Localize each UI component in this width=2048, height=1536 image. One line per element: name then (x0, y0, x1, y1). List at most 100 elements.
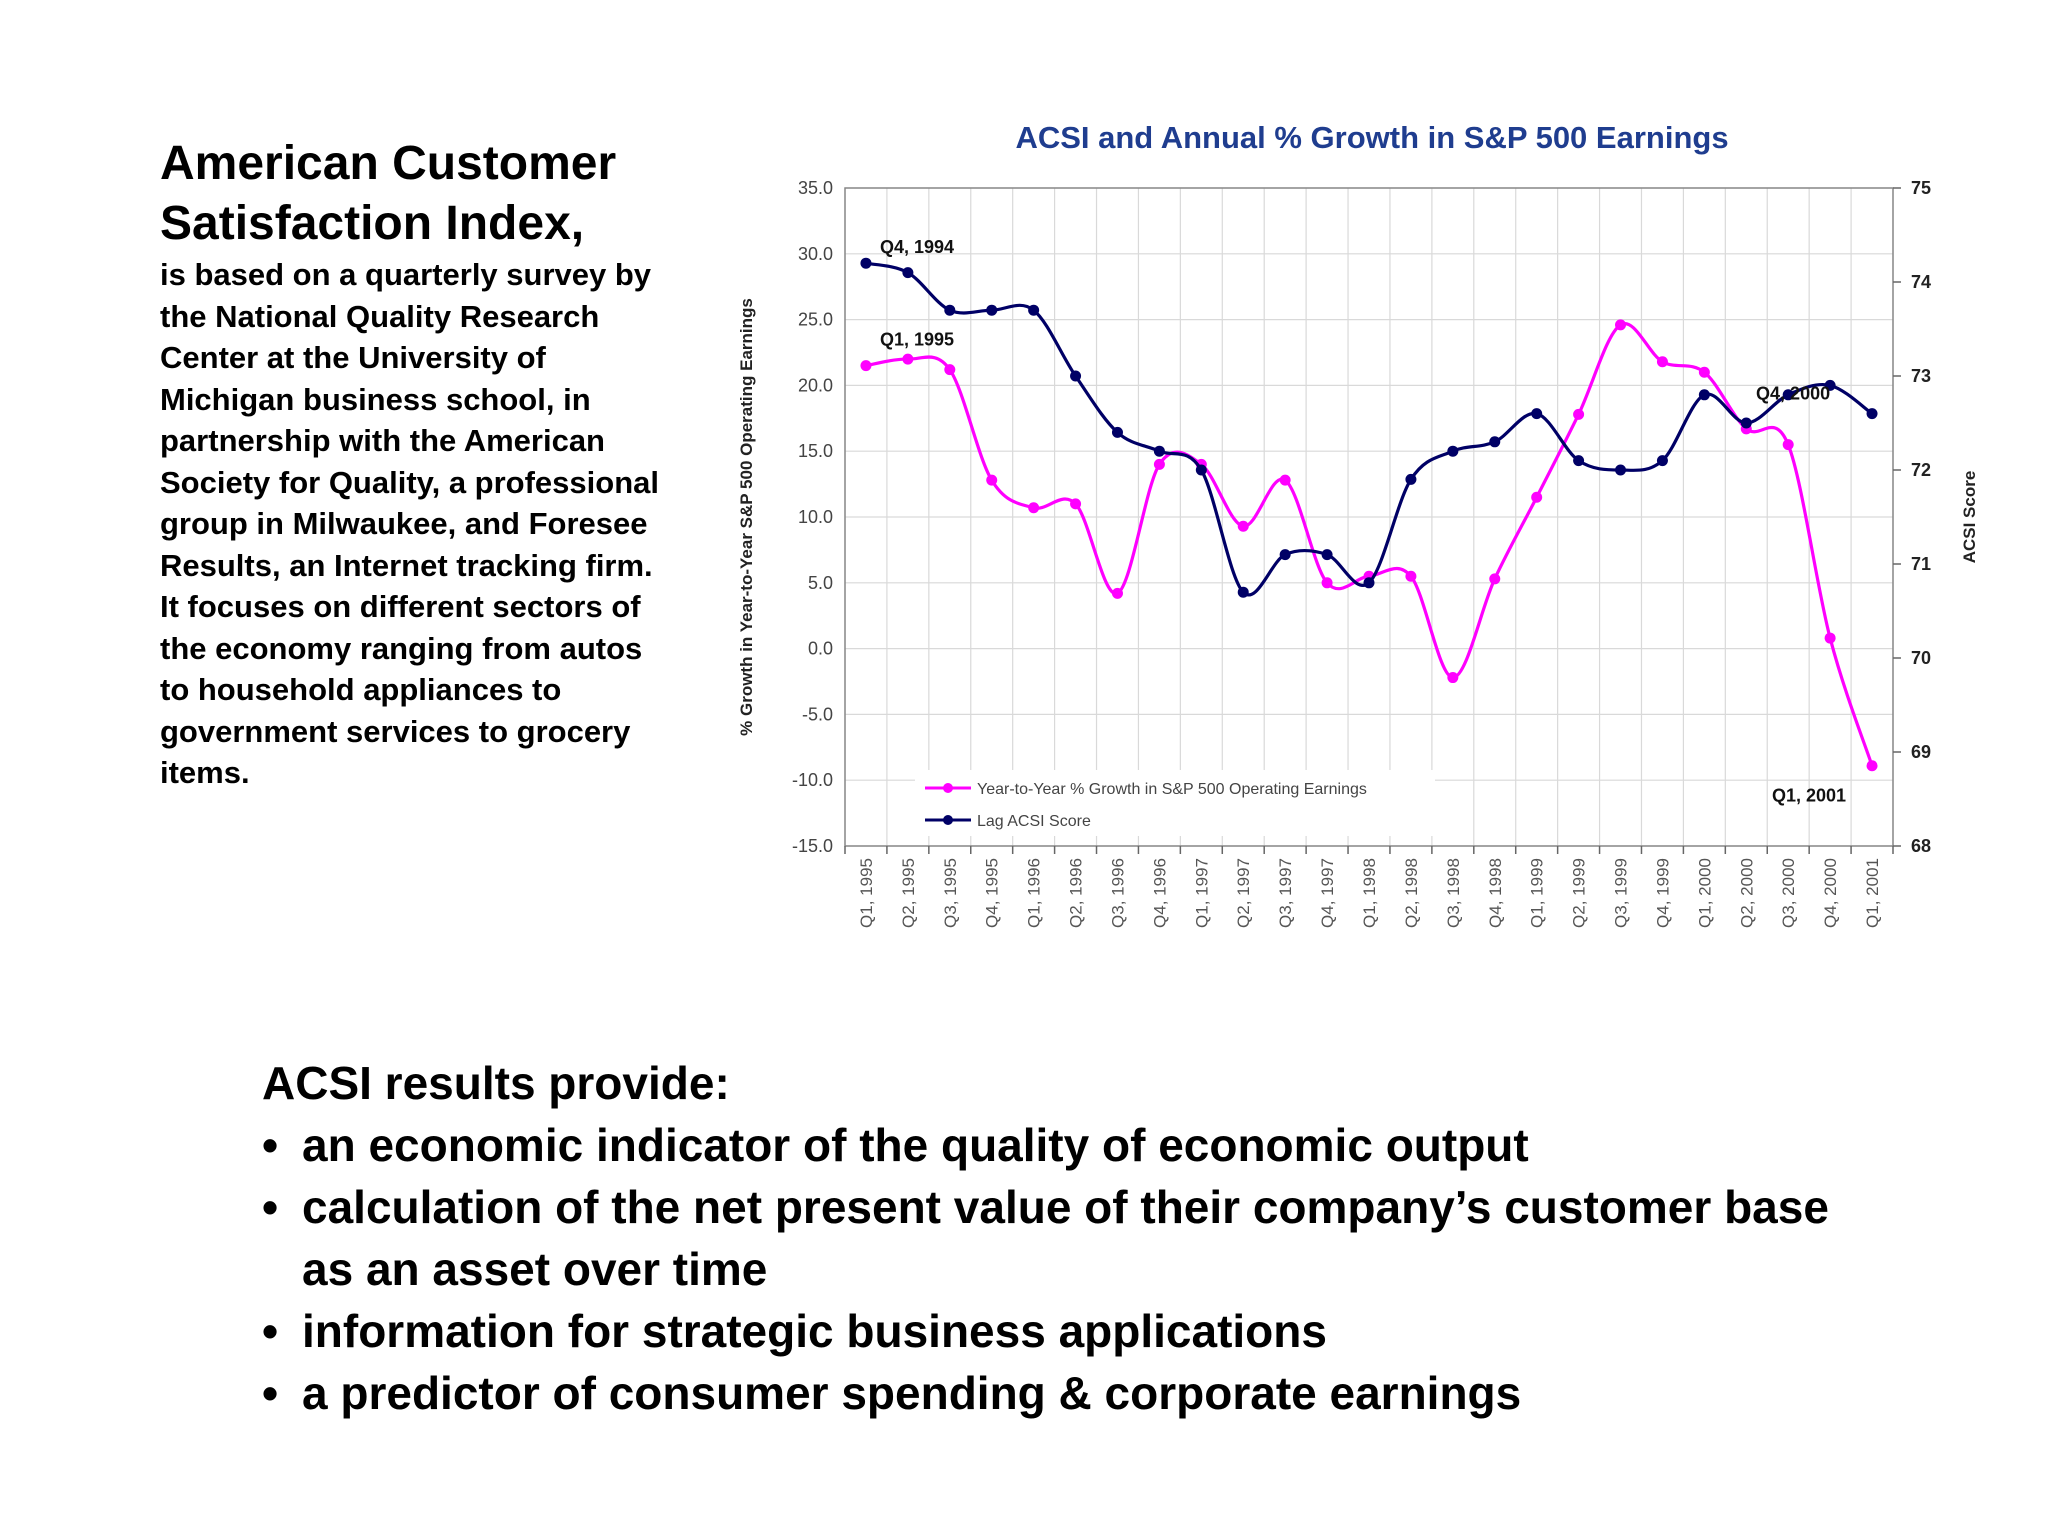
axes: -15.0 -10.0 -5.0 0.0 5.0 10.0 15.0 20.0 25.0 30.0… (792, 178, 1931, 928)
y2-tick-label: 69 (1911, 742, 1931, 762)
legend-label: Lag ACSI Score (977, 813, 1091, 830)
data-point (1489, 436, 1501, 448)
x-tick-label: Q2, 1996 (1067, 858, 1086, 928)
data-point (902, 267, 914, 279)
data-point (1782, 389, 1794, 401)
y2-tick-label: 70 (1911, 648, 1931, 668)
intro-heading: American Customer Satisfaction Index, (160, 137, 617, 250)
data-point (1866, 760, 1878, 772)
plot-frame (844, 187, 1894, 847)
data-point (1447, 445, 1459, 457)
x-tick-label: Q4, 1999 (1653, 858, 1672, 928)
data-point (860, 257, 872, 269)
plot-area (844, 187, 1894, 847)
y-tick-label: 35.0 (798, 178, 833, 198)
chart-title: ACSI and Annual % Growth in S&P 500 Earn… (1015, 120, 1728, 155)
data-point (986, 304, 998, 316)
data-point (1070, 370, 1082, 382)
annotation-label: Q4, 2000 (1756, 383, 1830, 403)
y-axis-label: % Growth in Year-to-Year S&P 500 Operati… (737, 298, 756, 736)
x-tick-label: Q4, 2000 (1821, 858, 1840, 928)
data-point (1321, 549, 1333, 561)
data-point (1321, 577, 1333, 589)
y-tick-label: -10.0 (792, 770, 833, 790)
series-lag-acsi (860, 257, 1878, 598)
data-point (1279, 474, 1291, 486)
data-point (1531, 408, 1543, 420)
legend: Year-to-Year % Growth in S&P 500 Operati… (915, 770, 1435, 836)
x-tick-label: Q3, 2000 (1779, 858, 1798, 928)
data-point (1489, 573, 1501, 585)
x-tick-label: Q4, 1998 (1486, 858, 1505, 928)
data-point (1866, 408, 1878, 420)
data-point (1698, 366, 1710, 378)
data-point (1111, 587, 1123, 599)
data-point (986, 474, 998, 486)
y2-tick-label: 71 (1911, 554, 1931, 574)
series-earnings-growth (860, 319, 1878, 772)
y-tick-label: -15.0 (792, 836, 833, 856)
data-point (1070, 498, 1082, 510)
x-tick-label: Q1, 1997 (1192, 858, 1211, 928)
list-item-text: a predictor of consumer spending & corpo… (302, 1367, 1522, 1419)
x-tick-label: Q3, 1995 (941, 858, 960, 928)
data-point (1279, 549, 1291, 561)
list-item: • a predictor of consumer spending & corp… (262, 1362, 1862, 1424)
list-item-text: calculation of the net present value of … (302, 1181, 1829, 1295)
intro-body: is based on a quarterly survey by the Na… (160, 257, 659, 790)
annotation-label: Q1, 2001 (1772, 786, 1846, 806)
data-point (1028, 304, 1040, 316)
data-point (1824, 379, 1836, 391)
x-tick-label: Q3, 1999 (1612, 858, 1631, 928)
data-point (1824, 632, 1836, 644)
data-point (1782, 439, 1794, 451)
y-tick-label: 20.0 (798, 375, 833, 395)
x-tick-label: Q2, 1999 (1570, 858, 1589, 928)
x-tick-label: Q3, 1998 (1444, 858, 1463, 928)
legend-label: Year-to-Year % Growth in S&P 500 Operati… (977, 781, 1367, 798)
data-point (1237, 586, 1249, 598)
bullet-mark: • (262, 1305, 279, 1357)
x-tick-label: Q1, 1996 (1025, 858, 1044, 928)
data-point (1615, 464, 1627, 476)
data-point (944, 304, 956, 316)
y-tick-label: 5.0 (808, 573, 833, 593)
x-tick-label: Q2, 2000 (1737, 858, 1756, 928)
data-point (860, 360, 872, 372)
data-point (1153, 458, 1165, 470)
data-point (1363, 577, 1375, 589)
x-tick-label: Q3, 1996 (1108, 858, 1127, 928)
y-tick-label: 10.0 (798, 507, 833, 527)
y-tick-label: 15.0 (798, 441, 833, 461)
y2-tick-label: 72 (1911, 460, 1931, 480)
data-point (1656, 356, 1668, 368)
x-tick-label: Q4, 1996 (1150, 858, 1169, 928)
series-line (865, 322, 1874, 767)
legend-swatch-marker (943, 783, 953, 793)
y-tick-label: 25.0 (798, 310, 833, 330)
data-point (1573, 408, 1585, 420)
data-point (1195, 464, 1207, 476)
data-point (1405, 570, 1417, 582)
summary-block: ACSI results provide: • an economic indic… (262, 1052, 1862, 1424)
list-item: • information for strategic business appl… (262, 1300, 1862, 1362)
data-point (1028, 502, 1040, 514)
x-tick-label: Q1, 1995 (857, 858, 876, 928)
x-tick-label: Q1, 1999 (1528, 858, 1547, 928)
y2-tick-label: 73 (1911, 366, 1931, 386)
data-point (1237, 520, 1249, 532)
bullet-mark: • (262, 1119, 279, 1171)
data-point (1656, 455, 1668, 467)
x-tick-label: Q1, 1998 (1360, 858, 1379, 928)
data-point (1447, 672, 1459, 684)
y-tick-label: 30.0 (798, 244, 833, 264)
bullet-mark: • (262, 1367, 279, 1419)
data-point (1615, 319, 1627, 331)
y-tick-label: 0.0 (808, 639, 833, 659)
y2-axis-label: ACSI Score (1960, 471, 1979, 564)
x-tick-label: Q2, 1998 (1402, 858, 1421, 928)
data-point (1740, 417, 1752, 429)
list-item: • an economic indicator of the quality of… (262, 1114, 1862, 1176)
data-point (902, 353, 914, 365)
intro-text-block: American Customer Satisfaction Index, is… (160, 134, 680, 794)
